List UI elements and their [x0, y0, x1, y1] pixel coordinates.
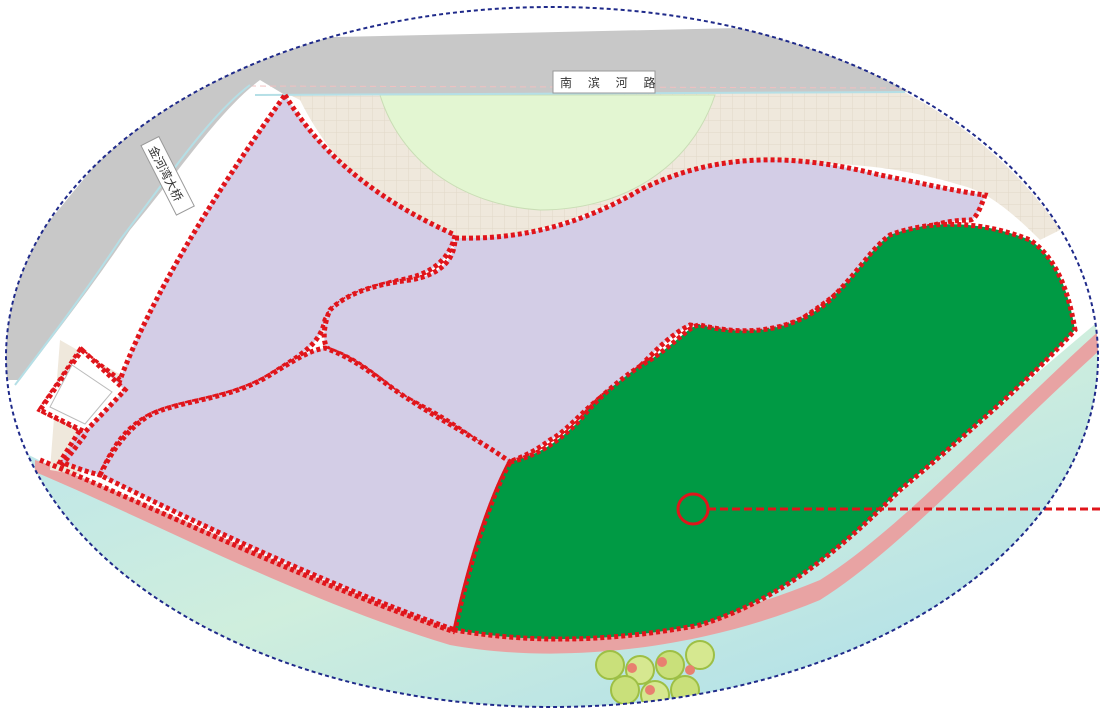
zone-south-west — [96, 345, 514, 634]
bridge-edge-line — [14, 84, 251, 386]
shore-boundary — [39, 457, 456, 635]
zone-north-west — [36, 90, 458, 478]
shoreline-path — [35, 330, 1098, 654]
jinhewan-bridge-road — [6, 40, 260, 380]
road-label-north: 南 滨 河 路 — [560, 75, 661, 90]
water-area — [6, 320, 1098, 707]
zone-green-park — [452, 221, 1078, 642]
pavilion-inner — [49, 364, 113, 425]
zone-north-east — [321, 157, 989, 468]
road-label-north-group: 南 滨 河 路 — [552, 70, 661, 94]
map-outline — [5, 6, 1099, 708]
lawn-circle — [379, 94, 716, 211]
road-label-box — [552, 70, 656, 94]
tree-cluster-icon — [595, 640, 715, 707]
road-label-west-box — [140, 135, 195, 216]
